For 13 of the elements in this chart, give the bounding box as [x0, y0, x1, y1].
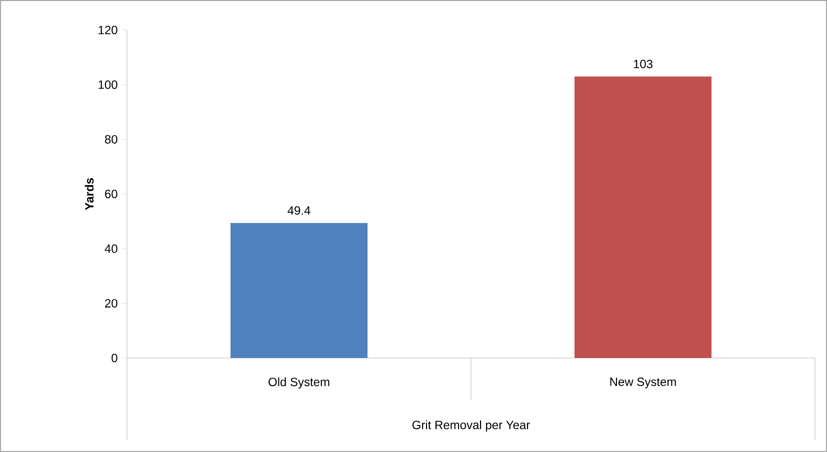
x-axis-title: Grit Removal per Year — [412, 420, 530, 432]
y-tick-label: 120 — [98, 26, 118, 34]
y-tick-label: 0 — [112, 354, 118, 362]
y-tick-label: 60 — [105, 190, 118, 198]
x-tick-label: Old System — [268, 377, 330, 389]
x-tick-label: New System — [610, 378, 676, 388]
y-axis-title: Yards — [84, 178, 94, 210]
data-label: 103 — [634, 60, 652, 68]
data-label: 49.4 — [288, 206, 310, 215]
y-tick-label: 40 — [104, 244, 118, 253]
y-tick-label: 100 — [98, 80, 118, 89]
y-tick-label: 20 — [105, 299, 118, 308]
y-tick-label: 80 — [104, 135, 118, 144]
